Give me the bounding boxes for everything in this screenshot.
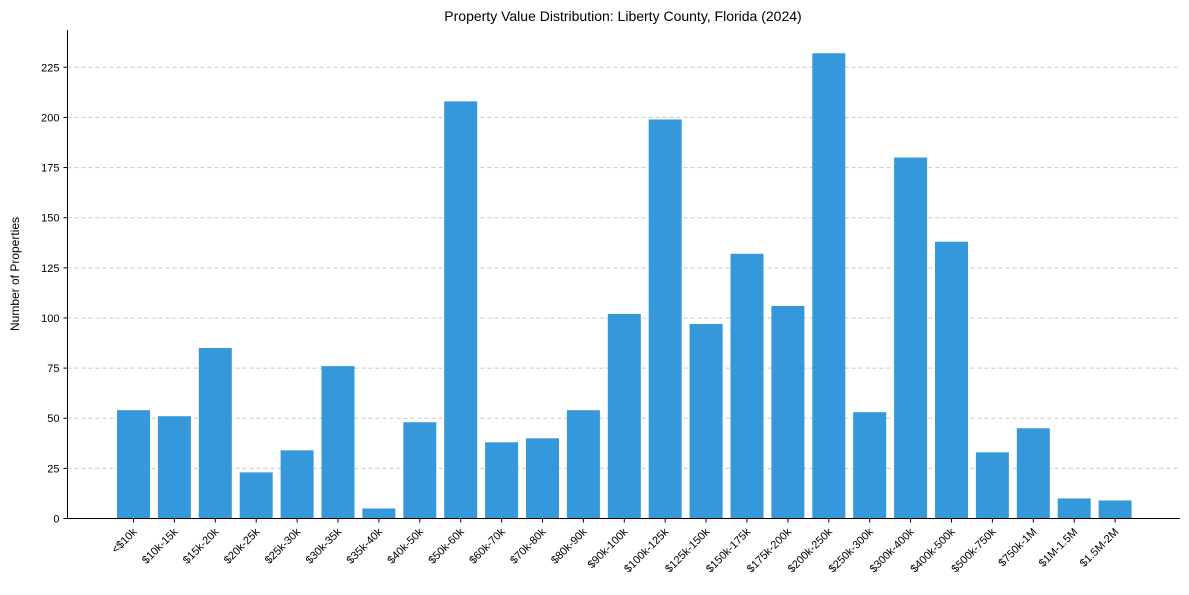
x-tick-label: $500k-750k (949, 526, 998, 575)
x-tick-label: $70k-80k (508, 526, 549, 567)
x-tick-label: $60k-70k (467, 526, 508, 567)
y-tick-label: 200 (41, 112, 59, 124)
chart-title: Property Value Distribution: Liberty Cou… (444, 8, 801, 24)
y-tick-label: 125 (41, 263, 59, 275)
x-ticks: <$10k $10k-15k $15k-20k $20k-25k $25k-30k $30… (110, 518, 1122, 575)
x-tick-label: $40k-50k (385, 526, 426, 567)
y-tick-label: 75 (47, 363, 59, 375)
x-tick-label: $1M-1.5M (1037, 526, 1081, 570)
bar (812, 53, 846, 519)
bar (894, 157, 928, 519)
x-tick-label: $15k-20k (181, 526, 222, 567)
bar (975, 452, 1009, 519)
x-tick-label: $25k-30k (263, 526, 304, 567)
bar (526, 438, 559, 519)
bar (566, 410, 600, 519)
y-axis-label: Number of Properties (8, 217, 22, 331)
x-tick-label: $35k-40k (345, 526, 386, 567)
x-tick-label: $10k-15k (140, 526, 181, 567)
x-tick-label: $20k-25k (222, 526, 263, 567)
y-tick-label: 225 (41, 62, 59, 74)
bar (1016, 428, 1050, 519)
x-tick-label: $80k-90k (549, 526, 590, 567)
x-tick-label: $30k-35k (304, 526, 345, 567)
x-tick-label: $50k-60k (426, 526, 467, 567)
bar (648, 119, 682, 519)
bar (117, 410, 150, 519)
bar (321, 366, 355, 519)
bar (730, 253, 764, 519)
bar (1098, 500, 1132, 519)
bars (117, 53, 1132, 519)
bar (607, 313, 641, 519)
bar (362, 508, 396, 519)
x-tick-label: $750k-1M (996, 526, 1039, 569)
y-tick-label: 150 (41, 213, 59, 225)
y-tick-label: 100 (41, 313, 59, 325)
x-tick-label: <$10k (110, 526, 140, 556)
bar (1057, 498, 1091, 519)
bar (853, 412, 887, 519)
gridlines (67, 66, 1180, 469)
bar (689, 323, 723, 519)
y-ticks: 0 25 50 75 100 125 150 175 200 225 (41, 62, 68, 526)
axes (67, 30, 1180, 519)
bar (157, 416, 191, 519)
bar (935, 241, 968, 519)
bar (239, 472, 273, 519)
x-tick-label: $1.5M-2M (1078, 526, 1122, 570)
bar (771, 305, 805, 519)
bar (485, 442, 519, 519)
y-tick-label: 0 (53, 514, 59, 526)
y-tick-label: 50 (47, 413, 59, 425)
y-tick-label: 175 (41, 163, 59, 175)
bar (280, 450, 314, 519)
bar (198, 348, 232, 519)
y-tick-label: 25 (47, 463, 59, 475)
bar (444, 101, 478, 519)
bar (403, 422, 437, 519)
